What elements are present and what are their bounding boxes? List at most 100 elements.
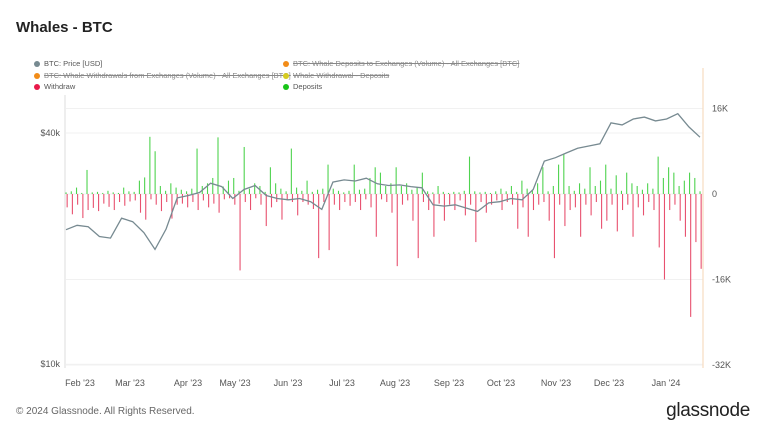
withdraw-bar xyxy=(553,194,555,259)
withdraw-bar xyxy=(92,194,94,208)
withdraw-bar xyxy=(333,194,335,205)
deposit-bar xyxy=(605,164,607,194)
withdraw-bar xyxy=(265,194,267,227)
deposit-bar xyxy=(510,185,512,194)
withdraw-bar xyxy=(407,194,409,201)
withdraw-bar xyxy=(491,194,493,205)
right-axis-tick-label: -32K xyxy=(712,360,731,370)
withdraw-bar xyxy=(684,194,686,237)
legend-item-whale-deposits[interactable]: BTC: Whale Deposits to Exchanges (Volume… xyxy=(283,59,519,68)
deposit-bar xyxy=(563,153,565,194)
x-axis-tick-label: May '23 xyxy=(219,378,250,388)
withdraw-bar xyxy=(506,194,508,203)
legend-item-withdrawal-minus-deposits[interactable]: Whale Withdrawal - Deposits xyxy=(283,71,389,80)
withdraw-bar xyxy=(197,194,199,211)
withdraw-bar xyxy=(396,194,398,267)
deposit-bar xyxy=(699,191,701,194)
withdraw-bar xyxy=(249,194,252,211)
legend-item-withdraw[interactable]: Withdraw xyxy=(34,82,75,91)
withdraw-bar xyxy=(291,194,294,203)
withdraw-bar xyxy=(270,194,273,208)
withdraw-bar xyxy=(187,194,189,208)
withdraw-bar xyxy=(601,194,603,229)
x-axis-tick-label: Jun '23 xyxy=(274,378,303,388)
withdraw-bar xyxy=(485,194,487,213)
deposit-bar xyxy=(589,167,591,194)
deposit-bar xyxy=(264,191,266,194)
deposit-bar xyxy=(227,180,230,194)
withdraw-bar xyxy=(386,194,388,203)
withdraw-bar xyxy=(134,194,136,201)
withdraw-bar xyxy=(323,194,325,203)
withdraw-bar xyxy=(302,194,304,203)
deposit-bar xyxy=(165,190,167,194)
withdraw-bar xyxy=(496,194,498,201)
deposit-bar xyxy=(280,188,282,194)
deposit-bar xyxy=(631,183,633,194)
x-axis-tick-label: Oct '23 xyxy=(487,378,515,388)
deposit-bar xyxy=(212,177,214,194)
deposit-bar xyxy=(468,156,471,194)
withdraw-bar xyxy=(234,194,236,205)
legend-item-whale-withdrawals[interactable]: BTC: Whale Withdrawals from Exchanges (V… xyxy=(34,71,291,80)
deposit-bar xyxy=(500,188,502,194)
deposit-bar xyxy=(652,188,654,194)
withdraw-bar xyxy=(470,194,472,205)
withdraw-bar xyxy=(255,194,257,199)
withdraw-bar xyxy=(344,194,346,203)
withdraw-bar xyxy=(580,194,582,237)
withdraw-bar xyxy=(82,194,84,219)
deposit-bar xyxy=(254,183,256,194)
withdraw-bar xyxy=(595,194,597,203)
withdraw-bar xyxy=(108,194,110,207)
deposit-bar xyxy=(416,187,418,194)
legend-dot-icon xyxy=(283,83,289,90)
glassnode-logo[interactable]: glassnode xyxy=(666,400,750,421)
withdraw-bar xyxy=(663,194,666,280)
deposit-bar xyxy=(238,190,240,194)
withdraw-bar xyxy=(543,194,545,203)
withdraw-bar xyxy=(208,194,210,208)
withdraw-bar xyxy=(658,194,660,248)
deposit-bar xyxy=(516,191,518,194)
x-axis-tick-label: Nov '23 xyxy=(541,378,571,388)
withdraw-bar xyxy=(297,194,299,216)
withdraw-bar xyxy=(559,194,561,205)
deposit-bar xyxy=(186,191,188,194)
withdraw-bar xyxy=(139,194,142,213)
chart-area[interactable]: 16K 0 -16K -32K $40k $10k Feb '23 Mar '23 Apr '2… xyxy=(0,0,768,400)
deposit-bar xyxy=(573,190,575,194)
deposit-bar xyxy=(647,183,649,194)
deposit-bar xyxy=(81,192,83,194)
deposit-bar xyxy=(311,191,313,194)
right-axis-tick-label: -16K xyxy=(712,275,731,285)
deposit-bar xyxy=(65,192,67,194)
withdraw-bar xyxy=(606,194,608,221)
legend-item-deposits[interactable]: Deposits xyxy=(283,82,322,91)
legend-item-price[interactable]: BTC: Price [USD] xyxy=(34,59,102,68)
withdraw-bar xyxy=(150,194,152,200)
withdraw-bar xyxy=(627,194,629,205)
withdraw-bar xyxy=(202,194,204,201)
withdraw-bar xyxy=(71,194,73,215)
deposit-bar xyxy=(222,186,224,194)
withdraw-bar xyxy=(244,194,246,203)
deposit-bar xyxy=(275,183,277,194)
deposit-bar xyxy=(353,164,355,194)
deposit-bar xyxy=(332,188,334,194)
deposit-bar xyxy=(489,192,492,194)
withdraw-bar xyxy=(637,194,639,208)
withdraw-bar xyxy=(642,194,645,216)
deposit-bar xyxy=(149,136,151,194)
withdraw-bar xyxy=(281,194,283,220)
deposit-bar xyxy=(400,185,402,194)
withdraw-bar xyxy=(401,194,404,205)
withdraw-bar xyxy=(501,194,503,211)
deposit-bar xyxy=(615,175,617,194)
deposit-bar xyxy=(243,146,245,194)
deposit-bar xyxy=(128,191,130,194)
deposit-bar xyxy=(547,191,549,194)
deposit-bar xyxy=(620,190,623,194)
deposit-bar xyxy=(626,172,628,194)
deposit-bar xyxy=(91,192,93,194)
